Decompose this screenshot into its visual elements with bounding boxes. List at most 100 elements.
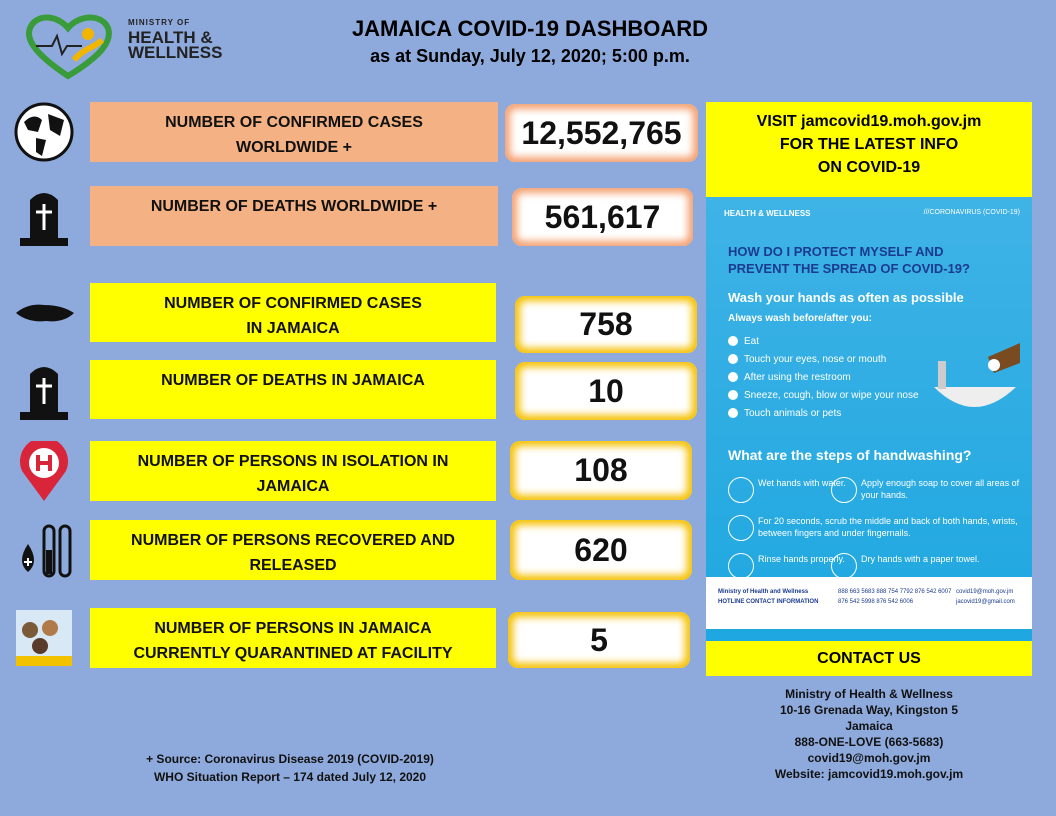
poster-item-text: Touch animals or pets [744,408,842,419]
poster-wash: Wash your hands as often as possible [728,290,964,305]
stat-label-line: RELEASED [249,557,337,574]
poster-item: Sneeze, cough, blow or wipe your nose [728,387,919,405]
stat-value: 108 [510,441,692,500]
logo-text: MINISTRY OF [128,18,191,27]
visit-line: VISIT jamcovid19.moh.gov.jm [756,113,982,130]
row-icon [14,283,78,347]
stat-label: NUMBER OF PERSONS IN ISOLATION IN JAMAICA [90,441,496,501]
stat-label-line: NUMBER OF PERSONS RECOVERED AND [131,532,455,549]
step-icon [728,515,754,541]
hotline-line: Ministry of Health and Wellness [718,589,809,595]
poster-item-num [728,336,738,346]
hotline-line: HOTLINE CONTACT INFORMATION [718,599,819,605]
contact-line: Website: jamcovid19.moh.gov.jm [774,767,964,781]
poster-item: After using the restroom [728,369,919,387]
step-text: Rinse hands properly. [758,554,845,564]
poster: HEALTH & WELLNESS ///CORONAVIRUS (COVID-… [706,197,1032,641]
poster-item-num [728,408,738,418]
poster-footer: Ministry of Health and Wellness HOTLINE C… [706,577,1032,629]
title: JAMAICA COVID-19 DASHBOARD [351,16,709,41]
visit-line: FOR THE LATEST INFO [779,136,959,153]
stat-label-line: NUMBER OF PERSONS IN ISOLATION IN [137,453,449,470]
icon [20,366,68,420]
step-icon [831,477,857,503]
logo-text: HEALTH & [128,28,213,47]
stat-label-line: NUMBER OF CONFIRMED CASES [165,114,423,131]
poster-question: HOW DO I PROTECT MYSELF AND [728,244,944,259]
poster-item-text: Eat [744,336,760,347]
contact-line: Jamaica [845,719,893,733]
stat-label-line: NUMBER OF PERSONS IN JAMAICA [154,620,432,637]
visit-line: ON COVID-19 [817,159,921,176]
stat-label-line: NUMBER OF DEATHS WORLDWIDE + [150,198,438,215]
contact-line: Ministry of Health & Wellness [785,687,953,701]
icon [16,304,74,321]
email-line: jacovid19@gmail.com [956,599,1015,605]
step-text: Wet hands with water. [758,478,846,488]
phone-line: 888 663 5683 888 754 7792 876 542 6007 [838,589,952,595]
phone-line: 876 542 5998 876 542 6006 [838,599,914,605]
stat-label-line: JAMAICA [256,478,330,495]
logo-text: WELLNESS [128,43,223,62]
step-text: For 20 seconds, scrub the middle and bac… [758,516,1018,538]
poster-item-num [728,372,738,382]
stat-label: NUMBER OF DEATHS WORLDWIDE + [90,186,498,246]
row-icon [14,360,78,424]
poster-item-text: After using the restroom [744,372,851,383]
stat-value: 12,552,765 [505,104,698,162]
stat-label: NUMBER OF CONFIRMED CASES IN JAMAICA [90,283,496,342]
row-icon [14,102,78,166]
row-icon [14,437,78,505]
poster-item: Touch your eyes, nose or mouth [728,351,919,369]
poster-item-text: Sneeze, cough, blow or wipe your nose [744,390,919,401]
icon [20,193,68,246]
row-icon [14,186,78,250]
poster-question: PREVENT THE SPREAD OF COVID-19? [728,261,970,276]
stat-label-line: NUMBER OF DEATHS IN JAMAICA [161,372,425,389]
poster-tag: ///CORONAVIRUS (COVID-19) [923,209,1020,216]
stat-value: 5 [508,612,690,668]
row-icon [14,520,78,584]
poster-item-num [728,390,738,400]
row-icon [14,608,78,672]
stat-value: 561,617 [512,188,693,246]
stat-value: 758 [515,296,697,353]
stat-label-line: WORLDWIDE + [236,139,352,156]
subtitle: as at Sunday, July 12, 2020; 5:00 p.m. [370,46,690,66]
contact-line: covid19@moh.gov.jm [807,751,931,765]
stat-label-line: IN JAMAICA [246,320,340,337]
stat-value: 10 [515,362,697,420]
source-line: + Source: Coronavirus Disease 2019 (COVI… [146,752,434,766]
stat-label: NUMBER OF DEATHS IN JAMAICA [90,360,496,419]
stat-value: 620 [510,520,692,580]
step-icon [728,477,754,503]
source-line: WHO Situation Report – 174 dated July 12… [153,770,427,784]
poster-always: Always wash before/after you: [728,313,872,324]
email-line: covid19@moh.gov.jm [956,589,1014,595]
poster-item-num [728,354,738,364]
step-icon [728,553,754,579]
stat-label-line: CURRENTLY QUARANTINED AT FACILITY [133,645,453,662]
contact-line: 10-16 Grenada Way, Kingston 5 [779,703,959,717]
icon [20,437,69,501]
poster-logo: HEALTH & WELLNESS [724,209,811,218]
contact-title: CONTACT US [706,641,1032,676]
step-text: Dry hands with a paper towel. [861,554,980,564]
poster-item: Touch animals or pets [728,405,919,423]
stat-label-line: NUMBER OF CONFIRMED CASES [164,295,422,312]
visit-box: VISIT jamcovid19.moh.gov.jm FOR THE LATES… [706,102,1032,197]
logo-heart [26,14,112,80]
stat-label: NUMBER OF CONFIRMED CASES WORLDWIDE + [90,102,498,162]
step-text: Apply enough soap to cover all areas of … [861,478,1020,500]
icon [16,610,72,666]
poster-item: Eat [728,333,919,351]
poster-steps-title: What are the steps of handwashing? [728,447,972,463]
step-icon [831,553,857,579]
stat-label: NUMBER OF PERSONS IN JAMAICA CURRENTLY QU… [90,608,496,668]
icon [14,102,74,162]
poster-item-text: Touch your eyes, nose or mouth [744,354,887,365]
icon [22,524,72,578]
contact-line: 888-ONE-LOVE (663-5683) [794,735,944,749]
